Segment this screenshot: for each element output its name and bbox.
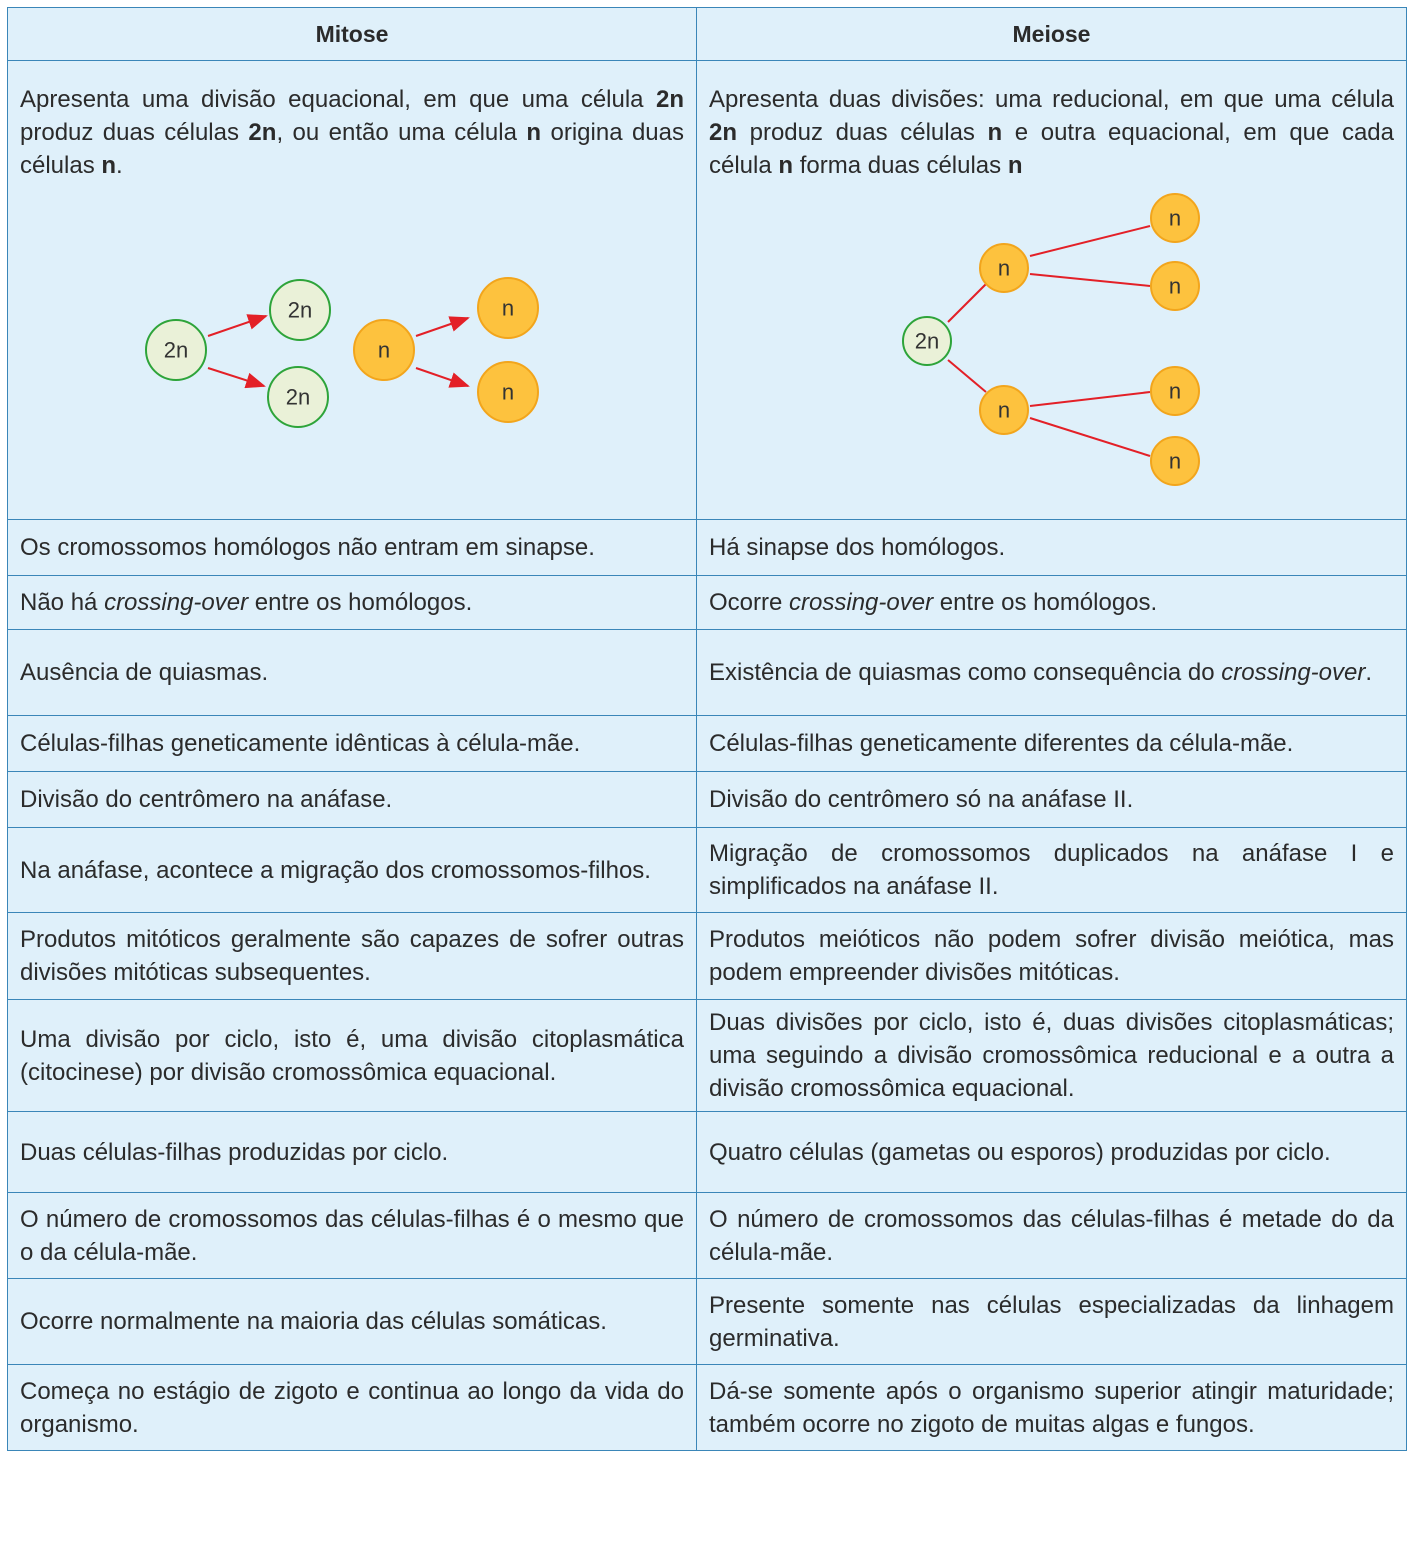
text-run: crossing-over xyxy=(789,589,934,616)
text-run: . xyxy=(116,152,123,179)
text-run: produz duas células xyxy=(20,119,249,146)
text-run: n xyxy=(101,152,117,179)
table-cell: Uma divisão por ciclo, isto é, uma divis… xyxy=(7,999,697,1112)
table-cell: Ocorre normalmente na maioria das célula… xyxy=(7,1278,697,1365)
text-run: entre os homólogos. xyxy=(248,589,473,616)
table-cell: Existência de quiasmas como consequência… xyxy=(696,629,1407,716)
text-run: Apresenta uma divisão equacional, em que… xyxy=(20,86,656,113)
text-run: . xyxy=(1365,659,1373,686)
table-cell: Células-filhas geneticamente idênticas à… xyxy=(7,715,697,772)
text-run: 2n xyxy=(655,86,684,113)
text-run: e outra equacional, em que cada célula xyxy=(709,119,1395,179)
text-run: Existência de quiasmas como consequência… xyxy=(709,659,1222,686)
table-cell: Divisão do centrômero só na anáfase II. xyxy=(696,771,1407,828)
text-run: Ocorre xyxy=(709,589,790,616)
table-cell: Duas divisões por ciclo, isto é, duas di… xyxy=(696,999,1407,1112)
table-row: Ausência de quiasmas. Existência de quias… xyxy=(7,629,1407,716)
table-cell: Produtos mitóticos geralmente são capaze… xyxy=(7,912,697,1000)
text-run: forma duas células xyxy=(793,152,1008,179)
table-cell: Os cromossomos homólogos não entram em s… xyxy=(7,519,697,576)
table-row: Os cromossomos homólogos não entram em s… xyxy=(7,519,1407,576)
text-run: n xyxy=(526,119,542,146)
text-run: entre os homólogos. xyxy=(933,589,1158,616)
table-row: Começa no estágio de zigoto e continua a… xyxy=(7,1364,1407,1451)
table-cell: Divisão do centrômero na anáfase. xyxy=(7,771,697,828)
table-cell: Produtos meióticos não podem sofrer divi… xyxy=(696,912,1407,1000)
table-cell: O número de cromossomos das células-filh… xyxy=(696,1192,1407,1279)
text-run: crossing-over xyxy=(1221,659,1366,686)
header-row: Mitose Meiose xyxy=(7,7,1407,61)
table-row: Produtos mitóticos geralmente são capaze… xyxy=(7,912,1407,1000)
header-cell: Meiose xyxy=(696,7,1407,61)
text-run: n xyxy=(987,119,1003,146)
table-cell: Dá-se somente após o organismo superior … xyxy=(696,1364,1407,1451)
table-cell: Apresenta duas divisões: uma reducional,… xyxy=(696,60,1407,520)
text-run: produz duas células xyxy=(737,119,988,146)
table-cell: Presente somente nas células especializa… xyxy=(696,1278,1407,1365)
text-run: origina duas células xyxy=(20,119,685,179)
table-row: Na anáfase, acontece a migração dos crom… xyxy=(7,827,1407,913)
text-run: 2n xyxy=(248,119,277,146)
text-run: n xyxy=(1007,152,1023,179)
table-cell: O número de cromossomos das células-filh… xyxy=(7,1192,697,1279)
comparison-table: Mitose Meiose Apresenta uma divisão equa… xyxy=(7,7,1407,1451)
table-cell: Ausência de quiasmas. xyxy=(7,629,697,716)
table-row: Duas células-filhas produzidas por ciclo… xyxy=(7,1111,1407,1193)
text-run: 2n xyxy=(709,119,738,146)
table-row: O número de cromossomos das células-filh… xyxy=(7,1192,1407,1279)
table-cell: Migração de cromossomos duplicados na an… xyxy=(696,827,1407,913)
text-run: Não há xyxy=(20,589,105,616)
table-row: Não há crossing-over entre os homólogos.… xyxy=(7,575,1407,630)
table-cell: Há sinapse dos homólogos. xyxy=(696,519,1407,576)
table-cell: Ocorre crossing-over entre os homólogos. xyxy=(696,575,1407,630)
table-cell: Células-filhas geneticamente diferentes … xyxy=(696,715,1407,772)
table-row: Células-filhas geneticamente idênticas à… xyxy=(7,715,1407,772)
text-run: , ou então uma célula xyxy=(276,119,527,146)
table-cell: Não há crossing-over entre os homólogos. xyxy=(7,575,697,630)
table-cell: Apresenta uma divisão equacional, em que… xyxy=(7,60,697,520)
table-row: Ocorre normalmente na maioria das célula… xyxy=(7,1278,1407,1365)
table-cell: Na anáfase, acontece a migração dos crom… xyxy=(7,827,697,913)
text-run: crossing-over xyxy=(104,589,249,616)
table-cell: Duas células-filhas produzidas por ciclo… xyxy=(7,1111,697,1193)
text-run: Apresenta duas divisões: uma reducional,… xyxy=(709,86,1394,113)
text-run: n xyxy=(778,152,794,179)
table-cell: Quatro células (gametas ou esporos) prod… xyxy=(696,1111,1407,1193)
header-cell: Mitose xyxy=(7,7,697,61)
table-row: Apresenta uma divisão equacional, em que… xyxy=(7,60,1407,520)
table-cell: Começa no estágio de zigoto e continua a… xyxy=(7,1364,697,1451)
table-row: Divisão do centrômero na anáfase. Divisão… xyxy=(7,771,1407,828)
table-row: Uma divisão por ciclo, isto é, uma divis… xyxy=(7,999,1407,1112)
